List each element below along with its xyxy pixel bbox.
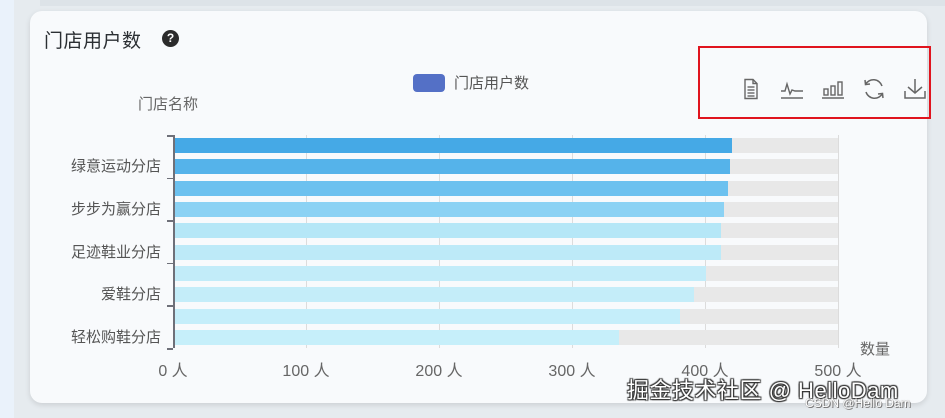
legend-label: 门店用户数 [454,75,530,92]
x-gridline [306,135,307,348]
download-icon [904,79,926,99]
bar-row[interactable] [173,159,838,175]
x-gridline [572,135,573,348]
chart-toolbox [738,76,928,102]
page-top-strip [40,0,945,6]
watermark-csdn: CSDN @Hello Dam [805,396,911,410]
y-tick [167,220,173,222]
bar[interactable] [173,308,680,324]
y-axis-label: 步步为赢分店 [70,200,161,218]
x-axis-label: 0 人 [158,363,188,380]
bar[interactable] [173,223,721,239]
toolbox-highlight-annotation [698,46,931,119]
bar-row[interactable] [173,223,838,239]
x-axis-label: 400 人 [681,363,729,380]
page-left-strip [0,0,14,418]
y-tick [167,135,173,137]
y-axis-label: 轻松购鞋分店 [70,328,161,346]
x-axis-label: 200 人 [415,363,463,380]
bar-row[interactable] [173,202,838,218]
y-axis-label: 绿意运动分店 [70,158,161,176]
document-icon [744,78,758,100]
bar-row[interactable] [173,308,838,324]
bar-row[interactable] [173,265,838,281]
x-gridline [705,135,706,348]
plot-area [173,135,839,348]
bar-row[interactable] [173,287,838,303]
switch-to-bar-button[interactable] [820,76,846,102]
y-axis-name: 门店名称 [138,96,199,113]
x-axis-label: 500 人 [814,363,862,380]
bar-chart-icon [822,81,844,99]
bar-row[interactable] [173,244,838,260]
bar-row[interactable] [173,138,838,154]
x-gridline [838,135,839,348]
x-axis-name: 数量 [860,341,891,358]
y-tick [167,305,173,307]
x-axis-label: 100 人 [282,363,330,380]
refresh-icon [864,79,884,99]
x-axis-label: 300 人 [548,363,596,380]
bar[interactable] [173,244,721,260]
y-tick [167,262,173,265]
y-axis-label: 爱鞋分店 [100,286,161,304]
bar-row[interactable] [173,180,838,196]
legend-swatch [413,73,445,92]
line-chart-icon [781,81,803,99]
restore-button[interactable] [861,76,887,102]
bar[interactable] [173,287,695,303]
watermark-juejin: 掘金技术社区 @ HelloDam [627,378,899,403]
y-tick [167,177,173,180]
bar[interactable] [173,202,724,218]
data-view-button[interactable] [738,76,764,102]
question-circle-icon[interactable]: ? [162,30,179,47]
bar[interactable] [173,138,732,154]
card-title: 门店用户数 [44,31,142,52]
bar[interactable] [173,329,619,345]
bar[interactable] [173,159,731,175]
bar[interactable] [173,265,707,281]
x-gridline [439,135,440,348]
y-tick [167,348,173,350]
save-as-image-button[interactable] [902,76,928,102]
y-axis-line [173,135,175,348]
chart-legend[interactable]: 门店用户数 [413,72,529,93]
switch-to-line-button[interactable] [779,76,805,102]
bar-row[interactable] [173,329,838,345]
bar[interactable] [173,180,728,196]
y-axis-label: 足迹鞋业分店 [70,243,161,261]
